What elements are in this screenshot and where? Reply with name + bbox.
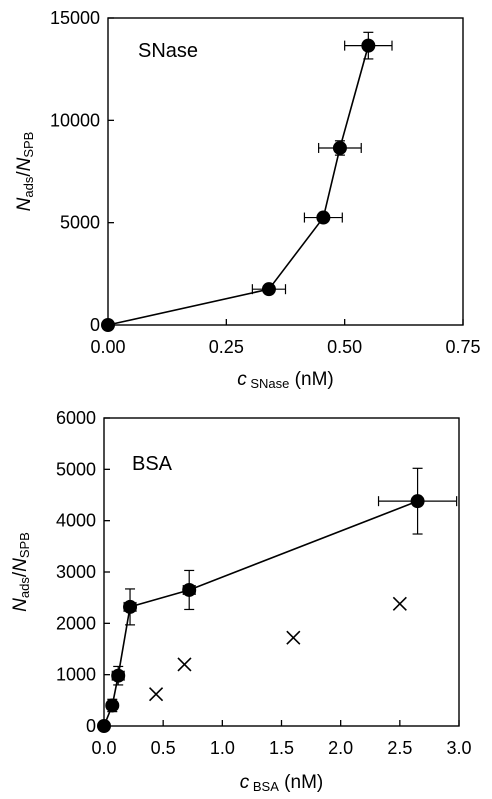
data-point [361, 38, 376, 53]
y-axis-label: Nads/NSPB [14, 132, 36, 212]
data-point-cross [392, 596, 407, 611]
x-tick-label: 0.00 [90, 337, 125, 357]
x-tick-label: 0.50 [327, 337, 362, 357]
chart-panel-1: 0.00 0.25 0.50 0.75 0 5000 10000 15000 SNase c SN… [14, 8, 481, 391]
data-point [182, 582, 197, 597]
chart-panel-2: 0.0 0.5 1.0 1.5 2.0 2.5 3.0 0 1000 2000 3000 4000 50… [10, 408, 472, 794]
data-point [111, 668, 126, 683]
series-line [103, 500, 418, 727]
x-tick-label: 0.25 [209, 337, 244, 357]
y-tick-label: 2000 [56, 613, 96, 633]
x-tick-label: 1.5 [269, 738, 294, 758]
data-point [410, 494, 425, 509]
chart-title: BSA [132, 453, 173, 475]
data-point-cross [286, 630, 301, 645]
data-point [261, 282, 276, 297]
y-tick-label: 3000 [56, 562, 96, 582]
data-point [105, 698, 120, 713]
data-point-cross [177, 657, 192, 672]
data-point [332, 140, 347, 155]
x-tick-label: 1.0 [210, 738, 235, 758]
y-tick-label: 0 [90, 315, 100, 335]
y-axis-label: Nads/NSPB [10, 532, 32, 612]
x-tick-label: 2.0 [328, 738, 353, 758]
plot-frame [107, 17, 464, 326]
y-tick-label: 5000 [60, 213, 100, 233]
y-tick-label: 0 [86, 716, 96, 736]
y-tick-label: 15000 [50, 8, 100, 28]
x-axis-label: c BSA (nM) [240, 772, 323, 794]
data-point [123, 599, 138, 614]
x-tick-label: 0.0 [91, 738, 116, 758]
y-tick-label: 5000 [56, 459, 96, 479]
data-point [101, 318, 115, 332]
data-point [316, 210, 331, 225]
y-tick-label: 4000 [56, 511, 96, 531]
data-point [97, 719, 111, 733]
series-line [107, 45, 370, 326]
x-tick-label: 2.5 [387, 738, 412, 758]
y-tick-label: 1000 [56, 665, 96, 685]
chart-title: SNase [138, 40, 198, 62]
y-tick-label: 10000 [50, 110, 100, 130]
y-tick-label: 6000 [56, 408, 96, 428]
x-tick-label: 0.75 [445, 337, 480, 357]
data-point-cross [149, 687, 164, 702]
x-tick-label: 3.0 [446, 738, 471, 758]
x-tick-label: 0.5 [151, 738, 176, 758]
x-axis-label: c SNase (nM) [237, 369, 333, 391]
